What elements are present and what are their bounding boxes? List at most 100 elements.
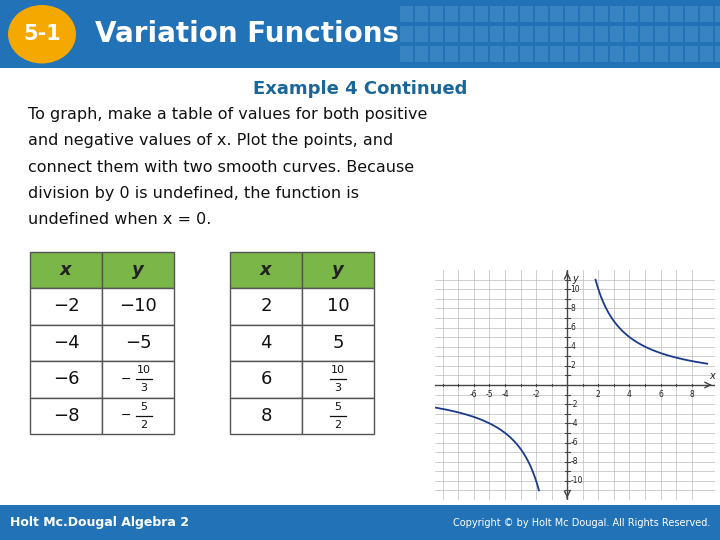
Bar — [30, 252, 102, 288]
Bar — [520, 46, 533, 63]
Bar — [302, 252, 374, 288]
Text: −8: −8 — [53, 407, 79, 425]
Text: −5: −5 — [125, 334, 151, 352]
Text: -4: -4 — [570, 419, 578, 428]
Bar — [230, 288, 302, 325]
Bar — [30, 288, 102, 325]
Bar — [640, 26, 653, 42]
Text: -5: -5 — [485, 390, 493, 399]
Text: 4: 4 — [627, 390, 632, 399]
Bar — [535, 6, 548, 22]
Text: -4: -4 — [501, 390, 509, 399]
Bar — [595, 6, 608, 22]
Bar — [520, 26, 533, 42]
Bar — [625, 26, 638, 42]
Bar — [475, 26, 488, 42]
Text: and negative values of x. Plot the points, and: and negative values of x. Plot the point… — [28, 133, 393, 148]
Bar — [400, 46, 413, 63]
Text: 6: 6 — [658, 390, 663, 399]
Bar — [102, 325, 174, 361]
Bar — [535, 46, 548, 63]
Bar — [302, 361, 374, 397]
Bar — [550, 26, 563, 42]
Bar — [625, 6, 638, 22]
Text: y: y — [572, 274, 577, 284]
Bar — [415, 6, 428, 22]
Text: 8: 8 — [689, 390, 694, 399]
Bar — [580, 26, 593, 42]
Text: -6: -6 — [570, 438, 578, 447]
Bar — [610, 26, 623, 42]
Text: Holt Mc.Dougal Algebra 2: Holt Mc.Dougal Algebra 2 — [10, 516, 189, 529]
Bar — [535, 26, 548, 42]
Bar — [595, 46, 608, 63]
Text: 6: 6 — [261, 370, 271, 388]
Bar — [430, 6, 443, 22]
Bar — [400, 26, 413, 42]
Text: 2: 2 — [596, 390, 600, 399]
Bar — [550, 6, 563, 22]
Bar — [685, 46, 698, 63]
Text: 2: 2 — [140, 420, 148, 430]
Bar — [302, 325, 374, 361]
Bar — [490, 6, 503, 22]
Bar — [700, 46, 713, 63]
Text: To graph, make a table of values for both positive: To graph, make a table of values for bot… — [28, 107, 428, 122]
Text: 2: 2 — [260, 298, 271, 315]
Bar — [230, 252, 302, 288]
Bar — [565, 26, 578, 42]
Bar — [505, 46, 518, 63]
Text: 5: 5 — [140, 402, 148, 411]
Text: y: y — [132, 261, 144, 279]
Text: 10: 10 — [570, 285, 580, 294]
Bar — [685, 6, 698, 22]
Bar — [655, 6, 668, 22]
Bar — [460, 46, 473, 63]
Bar — [490, 26, 503, 42]
Bar — [445, 46, 458, 63]
Bar — [640, 6, 653, 22]
Bar — [415, 46, 428, 63]
Text: −2: −2 — [53, 298, 79, 315]
Bar — [625, 46, 638, 63]
Bar — [580, 46, 593, 63]
Bar — [565, 46, 578, 63]
Bar — [102, 252, 174, 288]
Bar — [550, 46, 563, 63]
Text: 4: 4 — [260, 334, 271, 352]
Bar — [230, 325, 302, 361]
Bar — [415, 26, 428, 42]
Bar — [445, 6, 458, 22]
Bar — [715, 26, 720, 42]
Text: 10: 10 — [331, 365, 345, 375]
Text: 5: 5 — [332, 334, 343, 352]
Bar — [595, 26, 608, 42]
Bar — [302, 288, 374, 325]
Bar — [670, 6, 683, 22]
Bar — [475, 6, 488, 22]
Text: 10: 10 — [327, 298, 349, 315]
Bar — [700, 26, 713, 42]
Bar — [685, 26, 698, 42]
Text: -2: -2 — [532, 390, 540, 399]
Text: 2: 2 — [570, 361, 575, 370]
Bar — [430, 26, 443, 42]
Bar — [655, 26, 668, 42]
Bar — [30, 361, 102, 397]
Text: x: x — [260, 261, 272, 279]
Bar — [230, 361, 302, 397]
Bar — [610, 46, 623, 63]
Text: x: x — [708, 371, 714, 381]
Bar — [715, 6, 720, 22]
Text: Copyright © by Holt Mc Dougal. All Rights Reserved.: Copyright © by Holt Mc Dougal. All Right… — [453, 518, 710, 528]
Ellipse shape — [8, 5, 76, 64]
Bar — [700, 6, 713, 22]
Bar — [490, 46, 503, 63]
Text: y: y — [332, 261, 344, 279]
Text: −6: −6 — [53, 370, 79, 388]
Bar — [505, 26, 518, 42]
Bar — [520, 6, 533, 22]
Bar — [565, 6, 578, 22]
Text: 3: 3 — [335, 383, 341, 394]
Text: connect them with two smooth curves. Because: connect them with two smooth curves. Bec… — [28, 160, 414, 174]
